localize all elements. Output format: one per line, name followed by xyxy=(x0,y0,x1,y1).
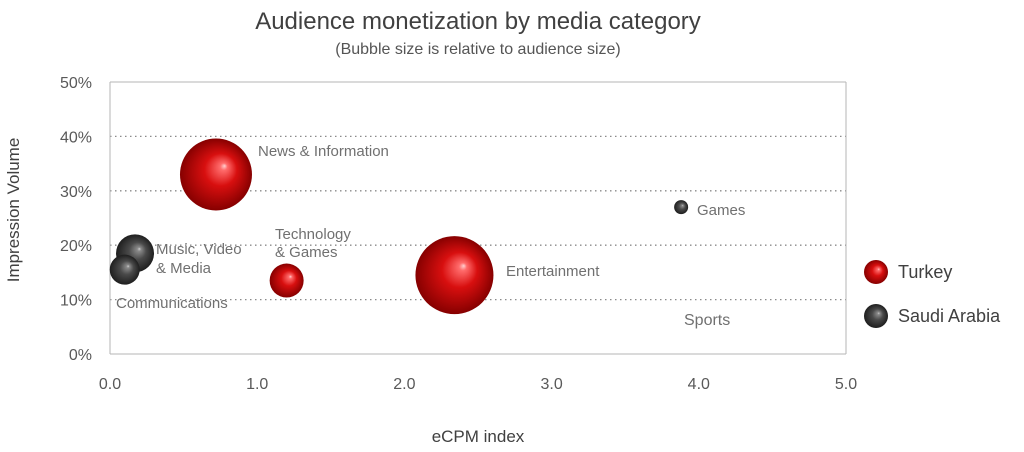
bubbles xyxy=(109,138,689,315)
x-tick-label: 2.0 xyxy=(393,376,415,393)
y-tick-label: 20% xyxy=(60,238,92,255)
y-axis-label: Impression Volume xyxy=(4,138,23,283)
plot-frame xyxy=(109,81,847,355)
bubble-games[interactable] xyxy=(674,200,689,215)
annotation-music-line2: & Media xyxy=(156,260,212,277)
annotation-sports: Sports xyxy=(684,312,730,329)
x-tick-label: 1.0 xyxy=(246,376,268,393)
legend-item-turkey[interactable]: Turkey xyxy=(864,260,952,284)
y-tick-label: 30% xyxy=(60,184,92,201)
bubble-news-information[interactable] xyxy=(179,138,252,211)
annotation-news-information: News & Information xyxy=(258,143,389,160)
annotation-entertainment: Entertainment xyxy=(506,263,600,280)
x-tick-labels: 0.0 1.0 2.0 3.0 4.0 5.0 xyxy=(99,376,857,393)
legend-label-turkey: Turkey xyxy=(898,262,952,282)
x-axis-label: eCPM index xyxy=(432,427,525,446)
annotation-communications: Communications xyxy=(116,295,228,312)
y-tick-label: 50% xyxy=(60,75,92,92)
annotation-technology-line2: & Games xyxy=(275,244,338,261)
legend: Turkey Saudi Arabia xyxy=(864,260,1001,328)
y-tick-labels: 0% 10% 20% 30% 40% 50% xyxy=(60,75,92,364)
y-tick-label: 10% xyxy=(60,293,92,310)
chart-subtitle: (Bubble size is relative to audience siz… xyxy=(335,41,620,58)
annotation-games: Games xyxy=(697,202,745,219)
annotation-music-line1: Music, Video xyxy=(156,241,242,258)
annotation-technology-line1: Technology xyxy=(275,226,351,243)
bubble-communications[interactable] xyxy=(109,254,140,285)
legend-marker-turkey xyxy=(864,260,888,284)
chart-title: Audience monetization by media category xyxy=(255,8,701,35)
legend-item-saudi-arabia[interactable]: Saudi Arabia xyxy=(864,304,1001,328)
bubble-entertainment[interactable] xyxy=(415,236,494,315)
x-tick-label: 4.0 xyxy=(688,376,710,393)
x-tick-label: 5.0 xyxy=(835,376,857,393)
y-tick-label: 40% xyxy=(60,129,92,146)
y-tick-label: 0% xyxy=(69,347,92,364)
x-tick-label: 0.0 xyxy=(99,376,121,393)
annotations: News & Information Technology & Games Mu… xyxy=(116,143,745,329)
legend-marker-saudi-arabia xyxy=(864,304,888,328)
x-tick-label: 3.0 xyxy=(540,376,562,393)
bubble-technology-games[interactable] xyxy=(269,263,304,298)
legend-label-saudi-arabia: Saudi Arabia xyxy=(898,306,1001,326)
